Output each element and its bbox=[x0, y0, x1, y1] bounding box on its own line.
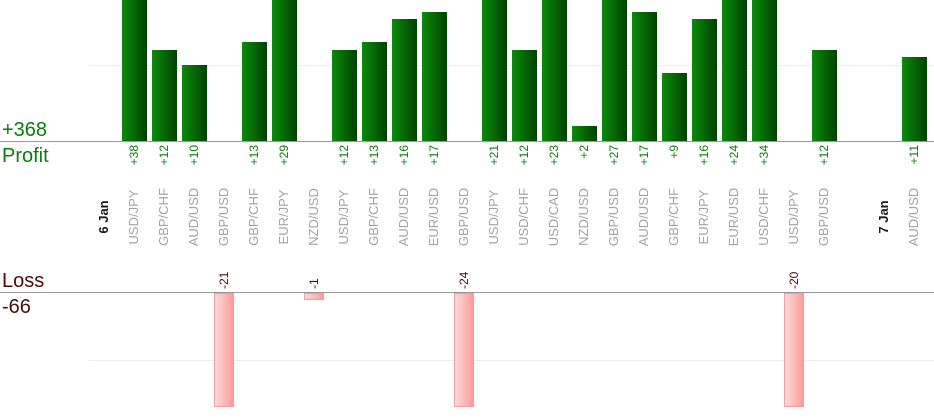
profit-bar bbox=[811, 49, 837, 141]
profit-value-label: +27 bbox=[607, 145, 621, 166]
pair-label: GBP/CHF bbox=[246, 188, 261, 246]
profit-value-label: +16 bbox=[397, 145, 411, 166]
pair-label: EUR/USD bbox=[726, 187, 741, 247]
profit-value-label: +24 bbox=[727, 145, 741, 166]
profit-total: +368 bbox=[2, 119, 48, 141]
profit-value-label: +12 bbox=[157, 145, 171, 166]
profit-bar bbox=[601, 0, 627, 141]
date-label: 7 Jan bbox=[876, 200, 891, 234]
profit-bar bbox=[421, 11, 447, 141]
profit-value-label: +11 bbox=[907, 145, 921, 165]
pair-label: AUD/USD bbox=[906, 187, 921, 247]
pair-label: GBP/USD bbox=[456, 187, 471, 247]
pair-label: USD/JPY bbox=[786, 189, 801, 245]
profit-value-label: +9 bbox=[667, 145, 681, 159]
pair-label: GBP/CHF bbox=[666, 188, 681, 246]
profit-bar bbox=[241, 42, 267, 141]
profit-value-label: +12 bbox=[337, 145, 351, 166]
profit-bar bbox=[121, 0, 147, 141]
profit-bar bbox=[631, 11, 657, 141]
profit-value-label: +17 bbox=[637, 145, 651, 166]
profit-bar bbox=[181, 65, 207, 141]
profit-value-label: +34 bbox=[757, 145, 771, 166]
pair-label: USD/CHF bbox=[756, 188, 771, 246]
profit-value-label: +16 bbox=[697, 145, 711, 166]
profit-bar bbox=[151, 49, 177, 141]
pair-label: EUR/USD bbox=[426, 187, 441, 247]
profit-bar bbox=[481, 0, 507, 141]
pair-label: AUD/USD bbox=[186, 187, 201, 247]
date-label: 6 Jan bbox=[96, 200, 111, 234]
pair-label: EUR/JPY bbox=[696, 189, 711, 245]
profit-value-label: +17 bbox=[427, 145, 441, 166]
pair-label: NZD/USD bbox=[306, 188, 321, 246]
profit-bar bbox=[571, 125, 597, 141]
pair-label: EUR/JPY bbox=[276, 189, 291, 245]
profit-section-label: Profit bbox=[2, 145, 49, 167]
profit-value-label: +10 bbox=[187, 145, 201, 166]
pair-label: GBP/USD bbox=[606, 187, 621, 247]
pair-label: USD/JPY bbox=[126, 189, 141, 245]
pair-label: GBP/CHF bbox=[366, 188, 381, 246]
profit-bar bbox=[751, 0, 777, 141]
loss-bar bbox=[304, 293, 324, 300]
pair-label: NZD/USD bbox=[576, 188, 591, 246]
pair-label: USD/JPY bbox=[486, 189, 501, 245]
pair-label: AUD/USD bbox=[396, 187, 411, 247]
profit-value-label: +29 bbox=[277, 145, 291, 166]
profit-bar bbox=[511, 49, 537, 141]
profit-bar bbox=[331, 49, 357, 141]
loss-value-label: -24 bbox=[457, 271, 471, 289]
profit-value-label: +13 bbox=[367, 145, 381, 166]
loss-section-label: Loss bbox=[2, 270, 45, 292]
loss-bar bbox=[784, 293, 804, 407]
profit-bar bbox=[541, 0, 567, 141]
profit-value-label: +21 bbox=[487, 145, 501, 166]
pair-label: USD/CHF bbox=[516, 188, 531, 246]
loss-bar bbox=[454, 293, 474, 407]
loss-value-label: -1 bbox=[307, 278, 321, 289]
profit-value-label: +23 bbox=[547, 145, 561, 166]
profit-bar bbox=[721, 0, 747, 141]
profit-axis-line bbox=[0, 141, 934, 142]
loss-gridline-10 bbox=[89, 360, 934, 361]
pair-label: USD/JPY bbox=[336, 189, 351, 245]
profit-bar bbox=[661, 72, 687, 141]
loss-value-label: -20 bbox=[787, 271, 801, 289]
pair-label: AUD/USD bbox=[636, 187, 651, 247]
loss-total: -66 bbox=[2, 296, 31, 318]
profit-value-label: +2 bbox=[577, 145, 591, 159]
pair-label: GBP/CHF bbox=[156, 188, 171, 246]
pair-label: GBP/USD bbox=[816, 187, 831, 247]
loss-axis-line bbox=[0, 292, 934, 293]
profit-value-label: +13 bbox=[247, 145, 261, 166]
profit-bar bbox=[391, 19, 417, 141]
profit-bar bbox=[361, 42, 387, 141]
pair-label: USD/CAD bbox=[546, 187, 561, 247]
pair-label: GBP/USD bbox=[216, 187, 231, 247]
profit-value-label: +12 bbox=[517, 145, 531, 166]
profit-bar bbox=[901, 57, 927, 141]
profit-bar bbox=[271, 0, 297, 141]
loss-bar bbox=[214, 293, 234, 407]
profit-bar bbox=[691, 19, 717, 141]
profit-value-label: +38 bbox=[127, 145, 141, 166]
profit-value-label: +12 bbox=[817, 145, 831, 166]
loss-value-label: -21 bbox=[217, 271, 231, 289]
